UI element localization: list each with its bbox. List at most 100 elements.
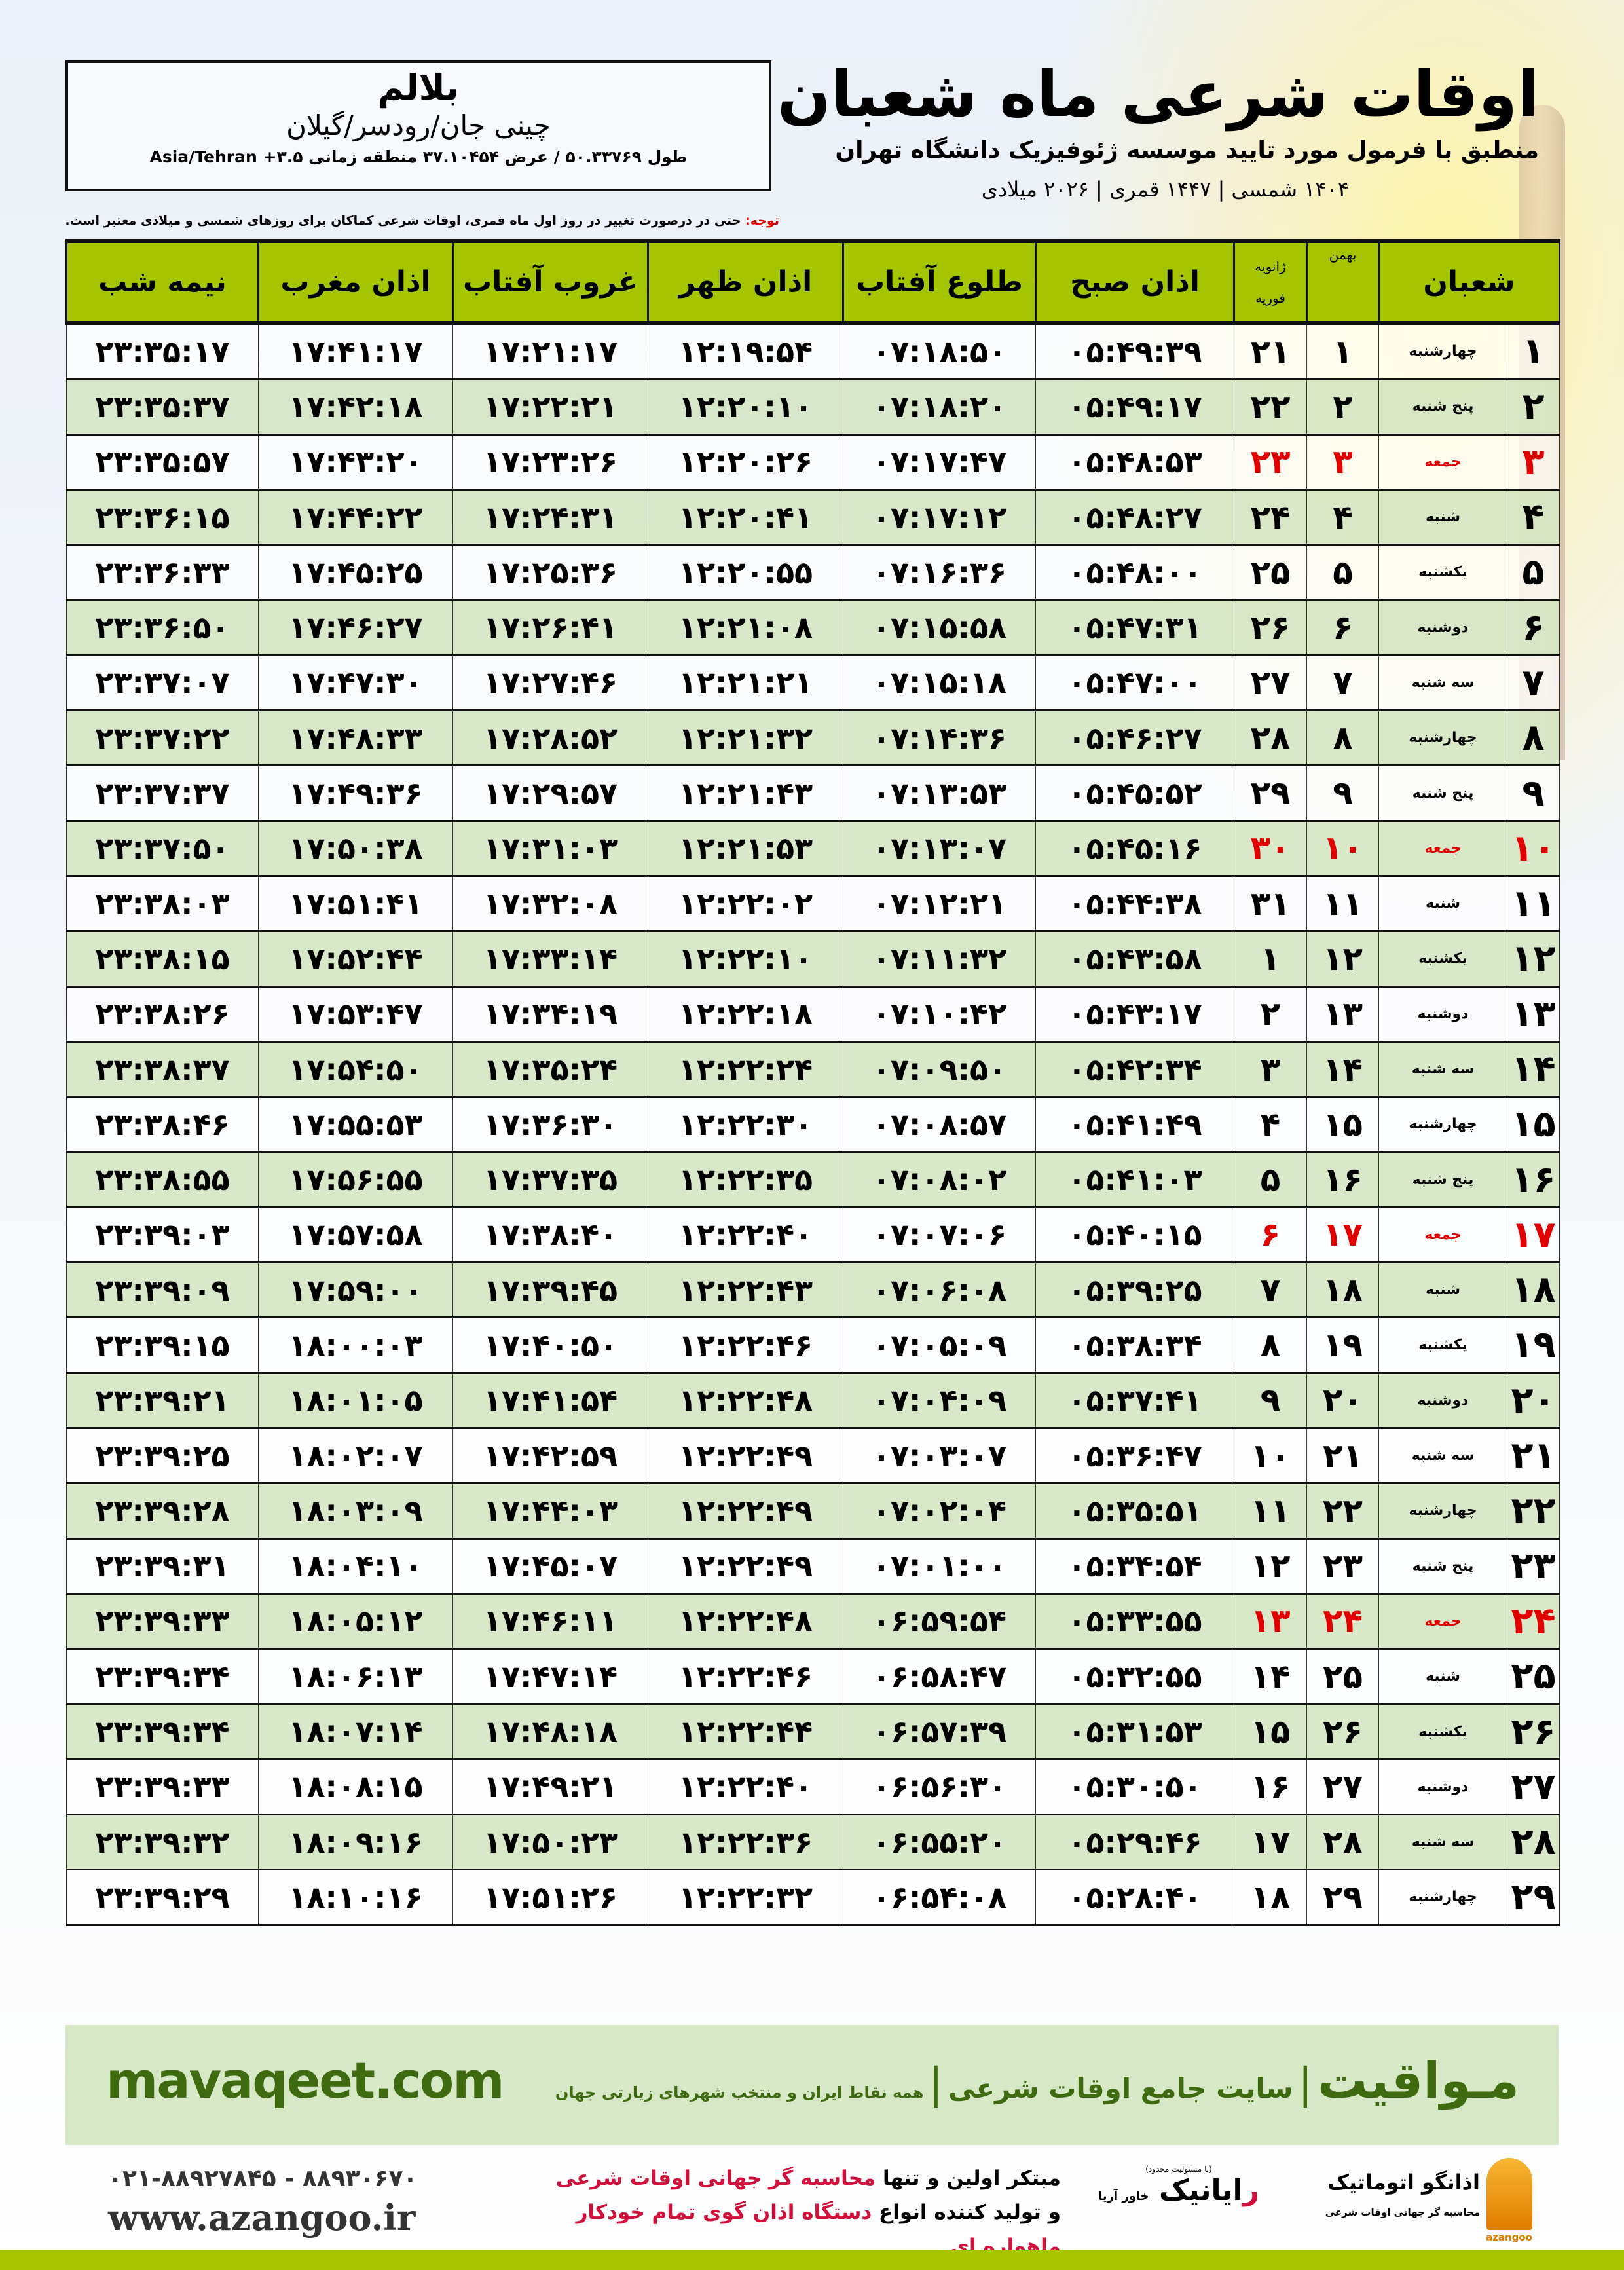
cell-sunrise: ۰۶:۵۸:۴۷ — [843, 1648, 1036, 1705]
table-row: ۲۳:۳۹:۳۴ ۱۸:۰۶:۱۳ ۱۷:۴۷:۱۴ ۱۲:۲۲:۴۶ ۰۶:۵۸:۴۷… — [66, 1648, 1560, 1705]
cell-weekday: پنج شنبه — [1378, 1151, 1507, 1208]
cell-dhuhr: ۱۲:۲۲:۴۸ — [648, 1593, 843, 1650]
cell-bahman: ۱ — [1306, 322, 1379, 381]
table-row: ۲۳:۳۸:۳۷ ۱۷:۵۴:۵۰ ۱۷:۳۵:۲۴ ۱۲:۲۲:۲۴ ۰۷:۰۹:۵۰… — [66, 1041, 1560, 1098]
cell-midnight: ۲۳:۳۸:۲۶ — [66, 986, 259, 1043]
cell-sunset: ۱۷:۴۴:۰۳ — [452, 1483, 648, 1540]
cell-day: ۲۷ — [1507, 1758, 1560, 1816]
cell-bahman: ۲۲ — [1306, 1483, 1379, 1540]
table-row: ۲۳:۳۸:۴۶ ۱۷:۵۵:۵۳ ۱۷:۳۶:۳۰ ۱۲:۲۲:۳۰ ۰۷:۰۸:۵۷… — [66, 1096, 1560, 1153]
cell-fajr: ۰۵:۴۰:۱۵ — [1035, 1206, 1234, 1264]
cell-fajr: ۰۵:۴۸:۰۰ — [1035, 544, 1234, 601]
cell-fajr: ۰۵:۴۸:۲۷ — [1035, 489, 1234, 546]
cell-sunset: ۱۷:۴۵:۰۷ — [452, 1538, 648, 1595]
cell-sunset: ۱۷:۵۱:۲۶ — [452, 1869, 648, 1926]
cell-greg: ۱۵ — [1234, 1703, 1307, 1760]
cell-maghrib: ۱۷:۵۳:۴۷ — [258, 986, 453, 1043]
cell-weekday: یکشنبه — [1378, 1317, 1507, 1374]
cell-dhuhr: ۱۲:۲۲:۴۰ — [648, 1206, 843, 1264]
cell-maghrib: ۱۸:۰۵:۱۲ — [258, 1593, 453, 1650]
cell-sunrise: ۰۷:۱۰:۴۲ — [843, 986, 1036, 1043]
rayanik-logo: (با مسئولیت محدود) رایانیک خاور آریا — [1087, 2165, 1270, 2207]
cell-maghrib: ۱۷:۵۵:۵۳ — [258, 1096, 453, 1153]
cell-midnight: ۲۳:۳۵:۵۷ — [66, 434, 259, 491]
cell-midnight: ۲۳:۳۹:۰۹ — [66, 1262, 259, 1319]
cell-maghrib: ۱۷:۴۱:۱۷ — [258, 322, 453, 381]
cell-midnight: ۲۳:۳۹:۳۱ — [66, 1538, 259, 1595]
table-row: ۲۳:۳۷:۵۰ ۱۷:۵۰:۳۸ ۱۷:۳۱:۰۳ ۱۲:۲۱:۵۳ ۰۷:۱۳:۰۷… — [66, 820, 1560, 877]
cell-midnight: ۲۳:۳۷:۰۷ — [66, 654, 259, 712]
table-row: ۲۳:۳۹:۲۸ ۱۸:۰۳:۰۹ ۱۷:۴۴:۰۳ ۱۲:۲۲:۴۹ ۰۷:۰۲:۰۴… — [66, 1483, 1560, 1540]
cell-midnight: ۲۳:۳۸:۱۵ — [66, 931, 259, 988]
cell-greg: ۱۷ — [1234, 1814, 1307, 1871]
table-row: ۲۳:۳۸:۲۶ ۱۷:۵۳:۴۷ ۱۷:۳۴:۱۹ ۱۲:۲۲:۱۸ ۰۷:۱۰:۴۲… — [66, 986, 1560, 1043]
table-row: ۲۳:۳۹:۳۱ ۱۸:۰۴:۱۰ ۱۷:۴۵:۰۷ ۱۲:۲۲:۴۹ ۰۷:۰۱:۰۰… — [66, 1538, 1560, 1595]
cell-bahman: ۳ — [1306, 434, 1379, 491]
cell-day: ۲۲ — [1507, 1483, 1560, 1540]
cell-bahman: ۱۰ — [1306, 820, 1379, 877]
cell-dhuhr: ۱۲:۲۲:۴۶ — [648, 1648, 843, 1705]
cell-sunrise: ۰۷:۰۷:۰۶ — [843, 1206, 1036, 1264]
cell-midnight: ۲۳:۳۶:۱۵ — [66, 489, 259, 546]
header-shaban: شعبان — [1378, 239, 1560, 325]
table-row: ۲۳:۳۷:۳۷ ۱۷:۴۹:۳۶ ۱۷:۲۹:۵۷ ۱۲:۲۱:۴۳ ۰۷:۱۳:۵۳… — [66, 765, 1560, 822]
cell-maghrib: ۱۸:۰۱:۰۵ — [258, 1372, 453, 1429]
cell-bahman: ۲۷ — [1306, 1758, 1379, 1816]
cell-maghrib: ۱۷:۴۷:۳۰ — [258, 654, 453, 712]
azangoo-url[interactable]: www.azangoo.ir — [108, 2197, 416, 2239]
cell-bahman: ۲۵ — [1306, 1648, 1379, 1705]
rayanik-side: خاور آریا — [1098, 2189, 1149, 2203]
table-row: ۲۳:۳۹:۳۴ ۱۸:۰۷:۱۴ ۱۷:۴۸:۱۸ ۱۲:۲۲:۴۴ ۰۶:۵۷:۳۹… — [66, 1703, 1560, 1760]
cell-greg: ۴ — [1234, 1096, 1307, 1153]
cell-dhuhr: ۱۲:۲۲:۴۹ — [648, 1538, 843, 1595]
cell-sunset: ۱۷:۴۰:۵۰ — [452, 1317, 648, 1374]
cell-midnight: ۲۳:۳۹:۳۳ — [66, 1758, 259, 1816]
table-row: ۲۳:۳۹:۰۹ ۱۷:۵۹:۰۰ ۱۷:۳۹:۴۵ ۱۲:۲۲:۴۳ ۰۷:۰۶:۰۸… — [66, 1262, 1560, 1319]
cell-day: ۱۹ — [1507, 1317, 1560, 1374]
cell-sunset: ۱۷:۴۲:۵۹ — [452, 1427, 648, 1485]
cell-greg: ۱۰ — [1234, 1427, 1307, 1485]
cell-sunrise: ۰۷:۱۷:۴۷ — [843, 434, 1036, 491]
cell-sunset: ۱۷:۲۴:۳۱ — [452, 489, 648, 546]
cell-midnight: ۲۳:۳۸:۴۶ — [66, 1096, 259, 1153]
cell-sunrise: ۰۷:۱۷:۱۲ — [843, 489, 1036, 546]
cell-day: ۲۱ — [1507, 1427, 1560, 1485]
table-row: ۲۳:۳۹:۲۹ ۱۸:۱۰:۱۶ ۱۷:۵۱:۲۶ ۱۲:۲۲:۳۲ ۰۶:۵۴:۰۸… — [66, 1869, 1560, 1926]
mavaqeet-banner: mavaqeet.com مـواقیت|سایت جامع اوقات شرع… — [65, 2025, 1559, 2145]
cell-greg: ۳ — [1234, 1041, 1307, 1098]
cell-fajr: ۰۵:۴۵:۱۶ — [1035, 820, 1234, 877]
cell-sunset: ۱۷:۳۴:۱۹ — [452, 986, 648, 1043]
cell-maghrib: ۱۷:۴۹:۳۶ — [258, 765, 453, 822]
cell-day: ۹ — [1507, 765, 1560, 822]
cell-fajr: ۰۵:۳۴:۵۴ — [1035, 1538, 1234, 1595]
table-row: ۲۳:۳۶:۳۳ ۱۷:۴۵:۲۵ ۱۷:۲۵:۳۶ ۱۲:۲۰:۵۵ ۰۷:۱۶:۳۶… — [66, 544, 1560, 601]
cell-weekday: یکشنبه — [1378, 1703, 1507, 1760]
cell-sunset: ۱۷:۲۸:۵۲ — [452, 710, 648, 767]
cell-midnight: ۲۳:۳۹:۳۳ — [66, 1593, 259, 1650]
cell-greg: ۱۳ — [1234, 1593, 1307, 1650]
table-row: ۲۳:۳۵:۳۷ ۱۷:۴۲:۱۸ ۱۷:۲۲:۲۱ ۱۲:۲۰:۱۰ ۰۷:۱۸:۲۰… — [66, 379, 1560, 436]
prayer-times-table: نیمه شب اذان مغرب غروب آفتاب اذان ظهر طل… — [65, 239, 1560, 1926]
cell-fajr: ۰۵:۳۰:۵۰ — [1035, 1758, 1234, 1816]
location-coords: طول ۵۰.۳۳۷۶۹ / عرض ۳۷.۱۰۴۵۴ منطقه زمانی … — [149, 147, 688, 166]
cell-bahman: ۷ — [1306, 654, 1379, 712]
cell-greg: ۱۶ — [1234, 1758, 1307, 1816]
cell-maghrib: ۱۸:۰۷:۱۴ — [258, 1703, 453, 1760]
cell-maghrib: ۱۷:۵۲:۴۴ — [258, 931, 453, 988]
location-region: چینی جان/رودسر/گیلان — [286, 109, 551, 141]
cell-weekday: چهارشنبه — [1378, 1483, 1507, 1540]
cell-day: ۱۱ — [1507, 875, 1560, 933]
cell-midnight: ۲۳:۳۷:۳۷ — [66, 765, 259, 822]
promo-1b: محاسبه گر جهانی اوقات شرعی — [555, 2167, 876, 2190]
cell-day: ۷ — [1507, 654, 1560, 712]
cell-sunset: ۱۷:۴۸:۱۸ — [452, 1703, 648, 1760]
table-row: ۲۳:۳۵:۵۷ ۱۷:۴۳:۲۰ ۱۷:۲۳:۲۶ ۱۲:۲۰:۲۶ ۰۷:۱۷:۴۷… — [66, 434, 1560, 491]
cell-greg: ۷ — [1234, 1262, 1307, 1319]
site-url[interactable]: mavaqeet.com — [106, 2051, 504, 2110]
cell-bahman: ۵ — [1306, 544, 1379, 601]
cell-dhuhr: ۱۲:۲۲:۴۰ — [648, 1758, 843, 1816]
cell-dhuhr: ۱۲:۲۱:۴۳ — [648, 765, 843, 822]
cell-day: ۱۵ — [1507, 1096, 1560, 1153]
table-row: ۲۳:۳۹:۳۳ ۱۸:۰۵:۱۲ ۱۷:۴۶:۱۱ ۱۲:۲۲:۴۸ ۰۶:۵۹:۵۴… — [66, 1593, 1560, 1650]
cell-sunrise: ۰۷:۱۴:۳۶ — [843, 710, 1036, 767]
